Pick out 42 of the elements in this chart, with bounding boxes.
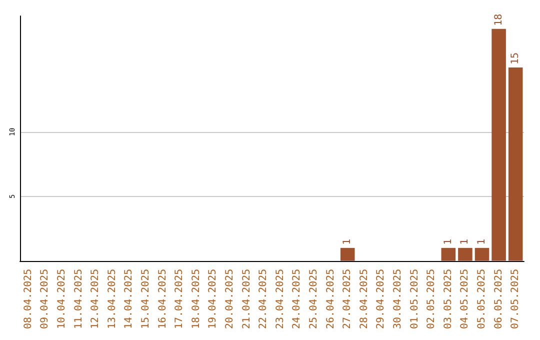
x-tick-label: 20.04.2025: [224, 268, 236, 330]
bar: [474, 248, 490, 261]
x-tick-label: 02.05.2025: [426, 268, 438, 330]
bar: [492, 28, 506, 261]
bar: [508, 68, 523, 261]
data-label: 1: [476, 238, 488, 245]
x-tick-label: 22.04.2025: [258, 268, 270, 330]
x-tick-label: 03.05.2025: [442, 268, 454, 330]
x-tick-label: 09.04.2025: [40, 268, 51, 330]
x-tick-label: 24.04.2025: [292, 268, 303, 330]
data-label: 1: [442, 238, 454, 245]
x-tick-label: 19.04.2025: [208, 268, 219, 330]
bar: [458, 248, 472, 261]
x-tick-label: 21.04.2025: [241, 268, 252, 330]
bar: [441, 248, 456, 261]
data-label: 1: [460, 238, 471, 245]
data-label: 18: [493, 14, 504, 26]
x-tick-label: 17.04.2025: [174, 268, 186, 330]
x-tick-label: 15.04.2025: [140, 268, 152, 330]
x-tick-label: 11.04.2025: [73, 268, 84, 330]
x-tick-label: 13.04.2025: [106, 268, 118, 330]
x-tick-label: 12.04.2025: [90, 268, 102, 330]
x-tick-label: 01.05.2025: [409, 268, 420, 330]
x-tick-label: 29.04.2025: [376, 268, 387, 330]
x-tick-label: 07.05.2025: [510, 268, 522, 330]
x-tick-label: 08.04.2025: [22, 268, 34, 330]
x-tick-label: 10.04.2025: [56, 268, 68, 330]
x-tick-label: 30.04.2025: [392, 268, 404, 330]
x-tick-label: 14.04.2025: [124, 268, 135, 330]
data-label: 1: [342, 238, 354, 245]
bar: [340, 248, 355, 261]
x-tick-label: 06.05.2025: [493, 268, 504, 330]
x-tick-label: 05.05.2025: [476, 268, 488, 330]
x-tick-label: 28.04.2025: [358, 268, 370, 330]
x-tick-label: 25.04.2025: [308, 268, 320, 330]
x-tick-label: 27.04.2025: [342, 268, 354, 330]
x-tick-label: 23.04.2025: [274, 268, 286, 330]
data-label: 15: [510, 52, 522, 65]
x-tick-label: 04.05.2025: [460, 268, 471, 330]
x-tick-label: 26.04.2025: [325, 268, 336, 330]
x-tick-label: 18.04.2025: [190, 268, 202, 330]
x-tick-label: 16.04.2025: [157, 268, 168, 330]
